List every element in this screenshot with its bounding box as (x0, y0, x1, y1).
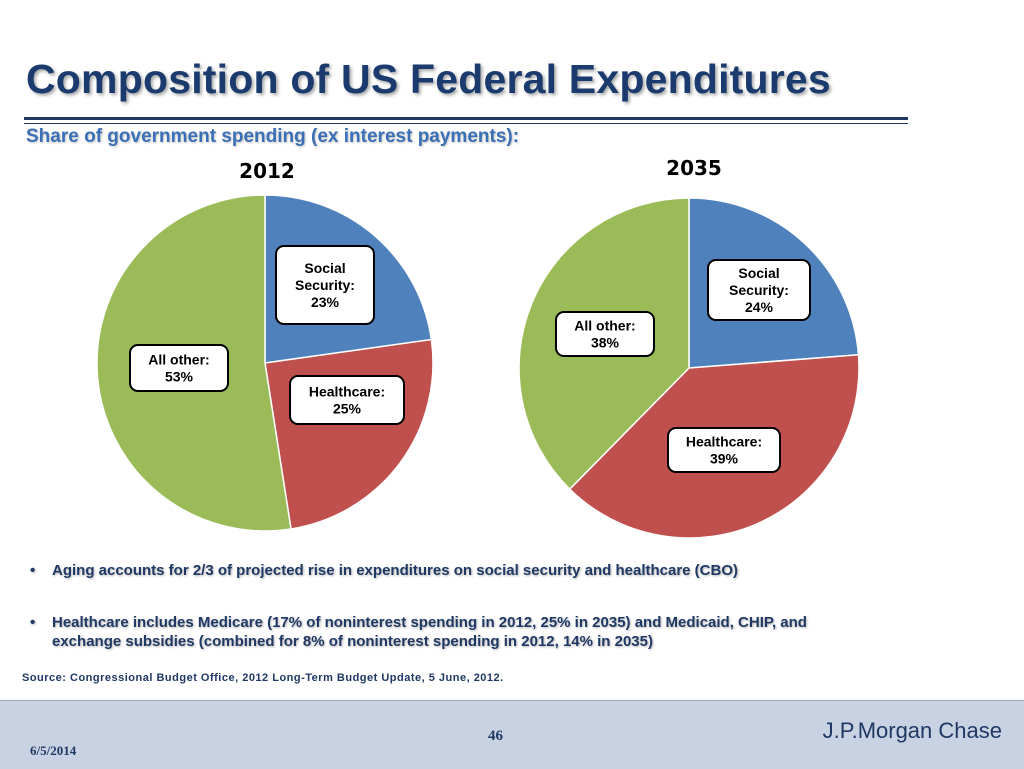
footer-bar: 6/5/2014 46 J.P.Morgan Chase (0, 700, 1024, 769)
pie-slice-healthcare (264, 338, 434, 530)
slice-label: Healthcare:25% (289, 375, 405, 425)
slice-label-box (275, 245, 375, 325)
source-note: Source: Congressional Budget Office, 201… (22, 672, 504, 684)
slice-label-text: 53% (165, 369, 194, 385)
pie-charts: 2012SocialSecurity:23%Healthcare:25%All … (96, 156, 860, 539)
slice-label-box (707, 259, 811, 321)
slice-label: Healthcare:39% (667, 427, 781, 473)
slice-label-text: Security: (729, 282, 789, 298)
slice-label-text: 23% (311, 294, 340, 310)
slice-label-box (555, 311, 655, 357)
company-logo-text: J.P.Morgan Chase (822, 718, 1002, 743)
title-rule-thick (24, 117, 908, 120)
slice-label-text: 38% (591, 335, 620, 351)
slice-label-text: Security: (295, 277, 355, 293)
bullet-text: Healthcare includes Medicare (17% of non… (52, 614, 807, 650)
slice-label: All other:38% (555, 311, 655, 357)
slice-label-text: 25% (333, 401, 362, 417)
slice-label-box (667, 427, 781, 473)
footer-date: 6/5/2014 (30, 743, 77, 758)
slice-label-text: All other: (574, 318, 635, 334)
slide-subtitle: Share of government spending (ex interes… (26, 126, 520, 147)
slice-label-box (289, 375, 405, 425)
bullet-marker: • (30, 614, 36, 631)
chart-title: 2035 (666, 156, 722, 180)
slice-label-text: 39% (710, 451, 739, 467)
slice-label-text: Social (304, 260, 345, 276)
title-rule-thin (24, 123, 908, 124)
chart-title: 2012 (239, 159, 295, 183)
slice-label-text: 24% (745, 299, 774, 315)
slice-label-text: Healthcare: (686, 434, 762, 450)
slice-label: All other:53% (129, 344, 229, 392)
slice-label-text: Social (738, 265, 779, 281)
page-number: 46 (488, 728, 503, 744)
slide-title: Composition of US Federal Expenditures (26, 56, 831, 102)
slice-label-text: All other: (148, 352, 209, 368)
bullet-marker: • (30, 562, 36, 579)
slice-label-box (129, 344, 229, 392)
slice-label-text: Healthcare: (309, 384, 385, 400)
bullet-text: Aging accounts for 2/3 of projected rise… (52, 562, 738, 579)
